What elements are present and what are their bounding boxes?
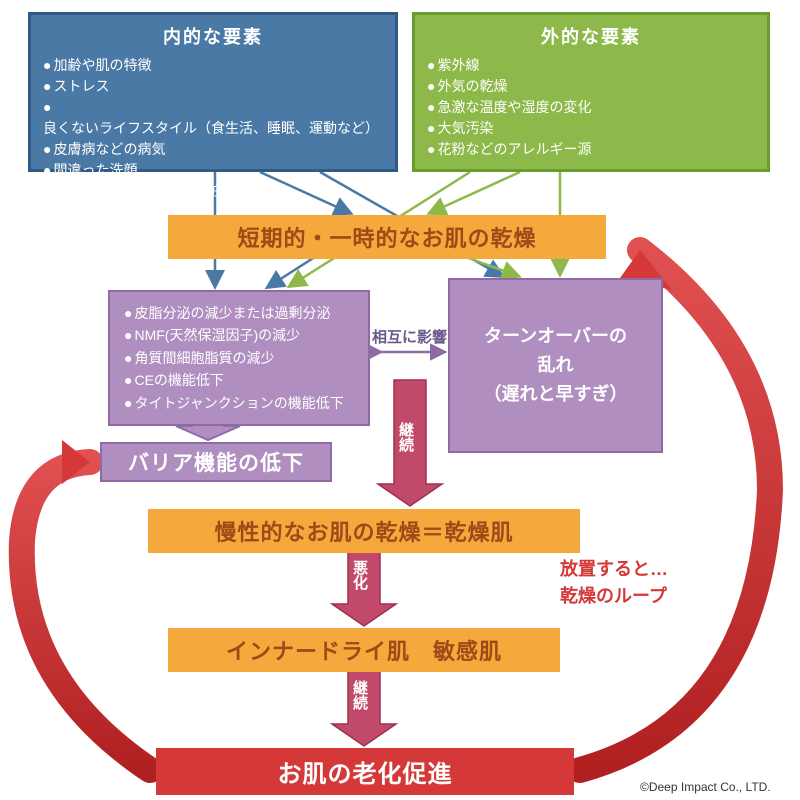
mid-item: NMF(天然保湿因子)の減少 bbox=[124, 324, 354, 346]
external-factors-box: 外的な要素 紫外線 外気の乾燥 急激な温度や湿度の変化 大気汚染 花粉などのアレ… bbox=[412, 12, 770, 172]
barrier-text: バリア機能の低下 bbox=[128, 447, 304, 477]
internal-item: 良くないライフスタイル（食生活、睡眠、運動など） bbox=[43, 97, 383, 139]
internal-item: ストレス bbox=[43, 76, 383, 97]
turnover-line: 乱れ bbox=[538, 355, 574, 375]
mid-item: タイトジャンクションの機能低下 bbox=[124, 392, 354, 414]
internal-item: 皮膚病などの病気 bbox=[43, 139, 383, 160]
banner1-text: 短期的・一時的なお肌の乾燥 bbox=[237, 226, 536, 251]
loop-line1: 放置すると… bbox=[560, 559, 668, 579]
internal-list: 加齢や肌の特徴 ストレス 良くないライフスタイル（食生活、睡眠、運動など） 皮膚… bbox=[43, 55, 383, 202]
mid-item: CEの機能低下 bbox=[124, 369, 354, 391]
banner4-text: お肌の老化促進 bbox=[278, 761, 453, 788]
external-list: 紫外線 外気の乾燥 急激な温度や湿度の変化 大気汚染 花粉などのアレルギー源 bbox=[427, 55, 755, 160]
mutual-label: 相互に影響 bbox=[372, 326, 447, 347]
mid-left-list: 皮脂分泌の減少または過剰分泌 NMF(天然保湿因子)の減少 角質間細胞脂質の減少… bbox=[124, 302, 354, 414]
arrow-continue-1: 継続 bbox=[395, 422, 416, 452]
turnover-line: ターンオーバーの bbox=[484, 326, 627, 346]
banner-inner-dry: インナードライ肌 敏感肌 bbox=[168, 628, 560, 672]
internal-item: 加齢や肌の特徴 bbox=[43, 55, 383, 76]
banner-aging: お肌の老化促進 bbox=[156, 748, 574, 795]
external-item: 外気の乾燥 bbox=[427, 76, 755, 97]
copyright: ©Deep Impact Co., LTD. bbox=[640, 780, 771, 794]
turnover-box: ターンオーバーの 乱れ （遅れと早すぎ） bbox=[448, 278, 663, 453]
internal-title: 内的な要素 bbox=[43, 23, 383, 49]
banner2-text: 慢性的なお肌の乾燥＝乾燥肌 bbox=[214, 520, 513, 545]
external-item: 花粉などのアレルギー源 bbox=[427, 139, 755, 160]
banner-chronic: 慢性的なお肌の乾燥＝乾燥肌 bbox=[148, 509, 580, 553]
loop-line2: 乾燥のループ bbox=[560, 586, 667, 606]
external-item: 紫外線 bbox=[427, 55, 755, 76]
banner-short-term: 短期的・一時的なお肌の乾燥 bbox=[168, 215, 606, 259]
arrow-continue-2: 継続 bbox=[349, 680, 370, 710]
barrier-box: バリア機能の低下 bbox=[100, 442, 332, 482]
mid-left-box: 皮脂分泌の減少または過剰分泌 NMF(天然保湿因子)の減少 角質間細胞脂質の減少… bbox=[108, 290, 370, 426]
external-item: 大気汚染 bbox=[427, 118, 755, 139]
arrow-worsen: 悪化 bbox=[349, 560, 370, 590]
internal-factors-box: 内的な要素 加齢や肌の特徴 ストレス 良くないライフスタイル（食生活、睡眠、運動… bbox=[28, 12, 398, 172]
mid-item: 角質間細胞脂質の減少 bbox=[124, 347, 354, 369]
banner3-text: インナードライ肌 敏感肌 bbox=[226, 639, 502, 664]
internal-item: 間違ったスキンケアや化粧品の使い方 bbox=[43, 181, 383, 202]
mid-item: 皮脂分泌の減少または過剰分泌 bbox=[124, 302, 354, 324]
turnover-line: （遅れと早すぎ） bbox=[484, 384, 628, 404]
loop-text: 放置すると… 乾燥のループ bbox=[560, 556, 668, 610]
external-title: 外的な要素 bbox=[427, 23, 755, 49]
internal-item: 間違った洗顔 bbox=[43, 160, 383, 181]
external-item: 急激な温度や湿度の変化 bbox=[427, 97, 755, 118]
